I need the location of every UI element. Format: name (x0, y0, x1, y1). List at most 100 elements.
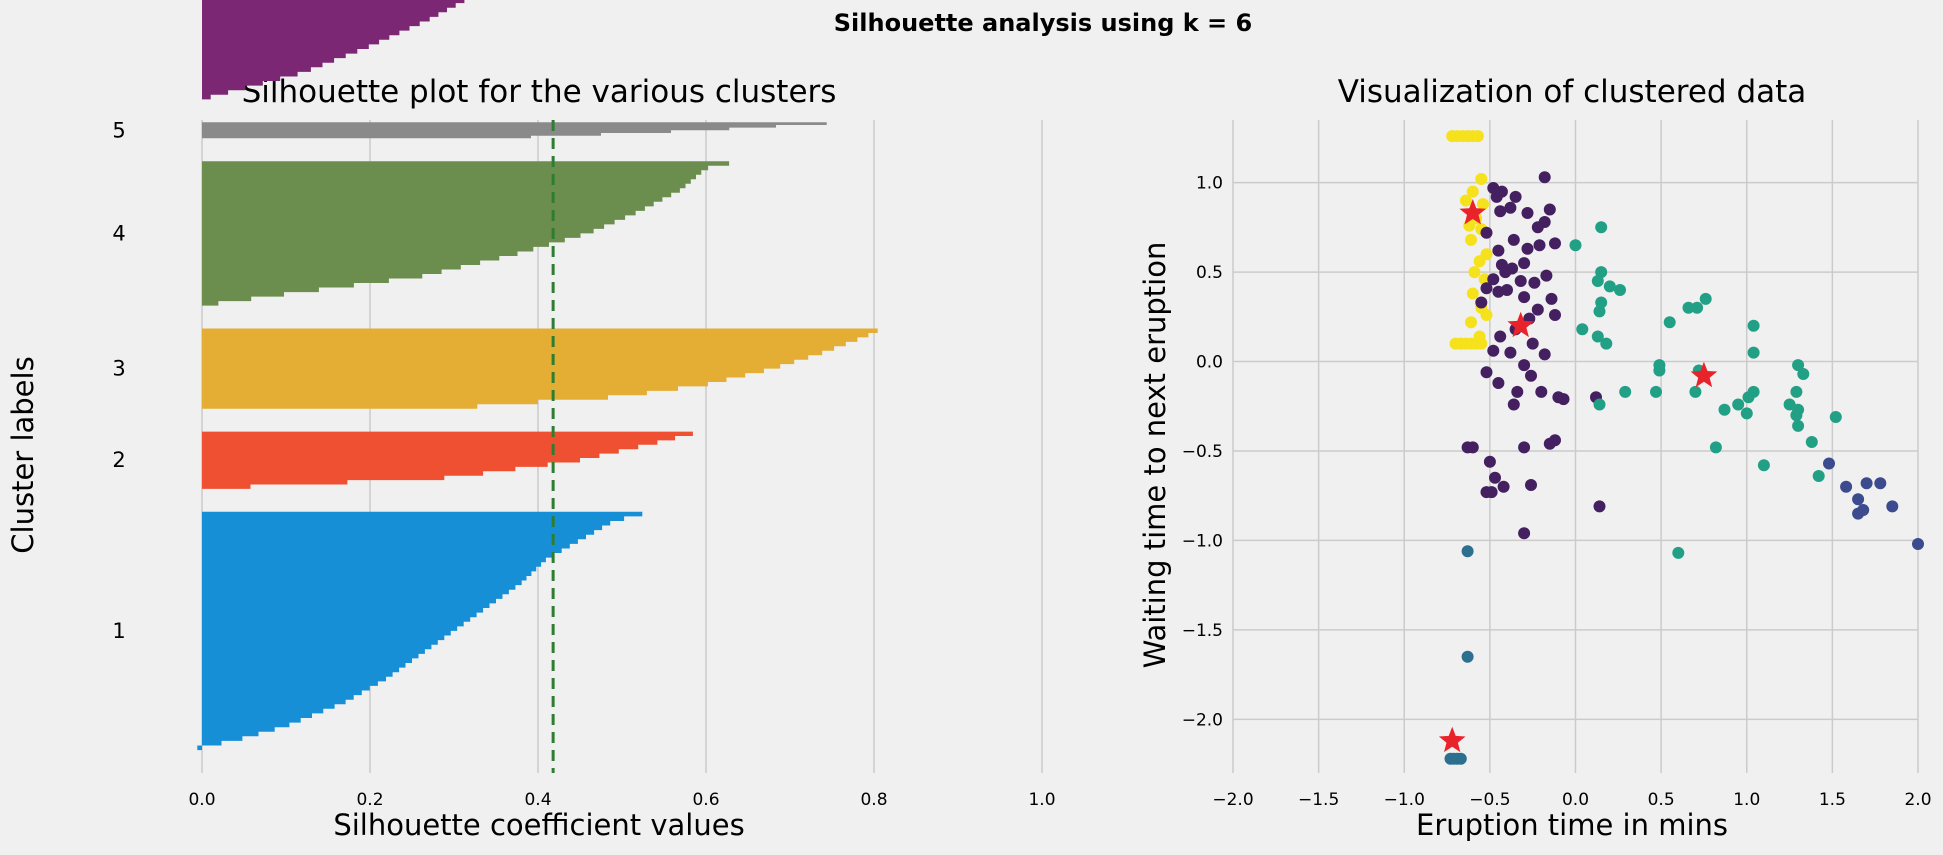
scatter-point-cluster-teal (1812, 470, 1825, 482)
scatter-x-tick-label: −2.0 (1212, 790, 1253, 810)
silhouette-y-axis-label: Cluster labels (6, 356, 40, 553)
scatter-point-cluster-teal (1732, 398, 1745, 411)
scatter-point-cluster-teal (1699, 292, 1712, 305)
scatter-point-cluster-yellow (1471, 130, 1484, 143)
scatter-point-cluster-yellow (1465, 316, 1477, 329)
scatter-point-cluster-yellow (1466, 287, 1479, 300)
silhouette-bar-cluster-6 (202, 0, 465, 100)
scatter-point-cluster-purple (1545, 292, 1558, 305)
scatter-point-cluster-purple (1509, 190, 1522, 203)
silhouette-cluster-label-5: 5 (112, 118, 125, 142)
scatter-point-cluster-yellow (1468, 266, 1481, 279)
scatter-point-cluster-teal (1650, 385, 1662, 398)
scatter-point-cluster-yellow (1480, 309, 1493, 321)
scatter-point-cluster-purple (1480, 226, 1493, 239)
scatter-point-cluster-teal (1718, 403, 1731, 416)
scatter-point-cluster-yellow (1475, 173, 1488, 185)
scatter-point-cluster-navy (1852, 493, 1865, 506)
silhouette-x-tick-label: 0.2 (356, 790, 383, 810)
silhouette-chart: Silhouette plot for the various clusters… (6, 0, 1056, 842)
scatter-point-cluster-purple (1494, 205, 1507, 218)
scatter-point-cluster-navy (1840, 480, 1853, 493)
scatter-point-cluster-purple (1483, 455, 1496, 468)
scatter-point-cluster-purple (1492, 244, 1505, 257)
scatter-point-cluster-teal (1600, 337, 1613, 350)
scatter-point-cluster-teal (1595, 221, 1608, 234)
scatter-point-cluster-purple (1480, 282, 1493, 295)
scatter-point-cluster-yellow (1473, 255, 1486, 268)
scatter-point-cluster-purple (1549, 309, 1561, 321)
scatter-point-cluster-purple (1518, 291, 1531, 304)
scatter-point-cluster-teal (1603, 280, 1616, 293)
scatter-point-cluster-purple (1497, 480, 1510, 493)
silhouette-bar-cluster-2 (202, 431, 693, 489)
scatter-title: Visualization of clustered data (1338, 74, 1807, 110)
silhouette-cluster-label-3: 3 (112, 357, 125, 381)
scatter-point-cluster-teal (1576, 323, 1589, 336)
scatter-point-cluster-teal (1595, 296, 1608, 309)
scatter-point-cluster-yellow (1477, 198, 1489, 211)
scatter-point-cluster-navy (1823, 457, 1835, 470)
scatter-point-cluster-purple (1518, 359, 1531, 372)
scatter-x-tick-label: −0.5 (1469, 790, 1510, 810)
scatter-point-cluster-purple (1533, 239, 1546, 252)
scatter-point-cluster-yellow (1463, 219, 1476, 232)
scatter-point-cluster-teal (1672, 546, 1685, 559)
silhouette-title: Silhouette plot for the various clusters (242, 74, 837, 110)
scatter-point-cluster-purple (1531, 221, 1544, 234)
scatter-point-cluster-teal (1740, 407, 1753, 420)
scatter-point-cluster-teal (1614, 284, 1626, 296)
scatter-point-cluster-teal (1790, 385, 1803, 398)
scatter-chart: Visualization of clustered data −2.0 −1.5… (1138, 74, 1932, 842)
scatter-point-cluster-purple (1485, 486, 1498, 499)
scatter-point-cluster-navy (1852, 507, 1865, 520)
scatter-point-cluster-teal (1663, 316, 1676, 329)
silhouette-cluster-label-1: 1 (112, 619, 125, 643)
silhouette-bars (197, 0, 878, 751)
scatter-point-cluster-purple (1504, 346, 1517, 359)
scatter-point-cluster-yellow (1478, 273, 1491, 286)
scatter-centroid-2-star (1507, 311, 1534, 338)
scatter-point-cluster-purple (1549, 237, 1561, 250)
silhouette-bar-cluster-3 (202, 328, 878, 409)
silhouette-bar-cluster-4 (202, 161, 730, 306)
scatter-x-tick-label: 0.5 (1648, 790, 1675, 810)
scatter-point-cluster-blue (1461, 545, 1474, 558)
silhouette-bar-cluster-1 (197, 511, 643, 751)
scatter-point-cluster-teal (1619, 385, 1632, 398)
scatter-point-cluster-teal (1709, 441, 1722, 454)
silhouette-x-tick-label: 0.0 (188, 790, 215, 810)
scatter-point-cluster-teal (1591, 275, 1604, 287)
scatter-x-tick-label: 0.0 (1562, 790, 1589, 810)
scatter-point-cluster-teal (1591, 330, 1604, 343)
scatter-centroid-4-star (1438, 726, 1466, 753)
scatter-y-ticks: −2.0 −1.5 −1.0 −0.5 0.0 0.5 1.0 (1182, 174, 1223, 731)
scatter-point-cluster-purple (1538, 348, 1551, 361)
scatter-y-tick-label: 0.0 (1196, 353, 1223, 373)
scatter-point-cluster-yellow (1475, 337, 1488, 350)
scatter-point-cluster-teal (1829, 411, 1842, 423)
silhouette-x-ticks: 0.0 0.2 0.4 0.6 0.8 1.0 (188, 790, 1055, 810)
scatter-y-tick-label: −2.0 (1182, 710, 1223, 730)
scatter-centroid-3-star (1690, 361, 1718, 388)
silhouette-x-tick-label: 0.4 (524, 790, 551, 810)
scatter-point-cluster-purple (1504, 201, 1517, 214)
scatter-point-cluster-purple (1543, 437, 1556, 450)
scatter-point-cluster-purple (1466, 441, 1479, 454)
scatter-centroid-1-star (1459, 199, 1487, 225)
figure-suptitle: Silhouette analysis using k = 6 (834, 9, 1252, 37)
scatter-point-cluster-yellow (1466, 185, 1479, 198)
scatter-point-cluster-teal (1805, 436, 1818, 448)
scatter-point-cluster-teal (1691, 301, 1704, 314)
scatter-point-cluster-teal (1682, 301, 1695, 314)
scatter-point-cluster-teal (1747, 319, 1760, 332)
scatter-point-cluster-teal (1593, 398, 1606, 411)
silhouette-x-tick-label: 0.6 (692, 790, 719, 810)
scatter-x-tick-label: 1.0 (1733, 790, 1760, 810)
scatter-point-cluster-purple (1480, 366, 1493, 379)
scatter-y-tick-label: 0.5 (1196, 263, 1223, 283)
scatter-point-cluster-teal (1790, 409, 1803, 422)
scatter-x-tick-label: 1.5 (1819, 790, 1846, 810)
scatter-y-tick-label: −0.5 (1182, 442, 1223, 462)
